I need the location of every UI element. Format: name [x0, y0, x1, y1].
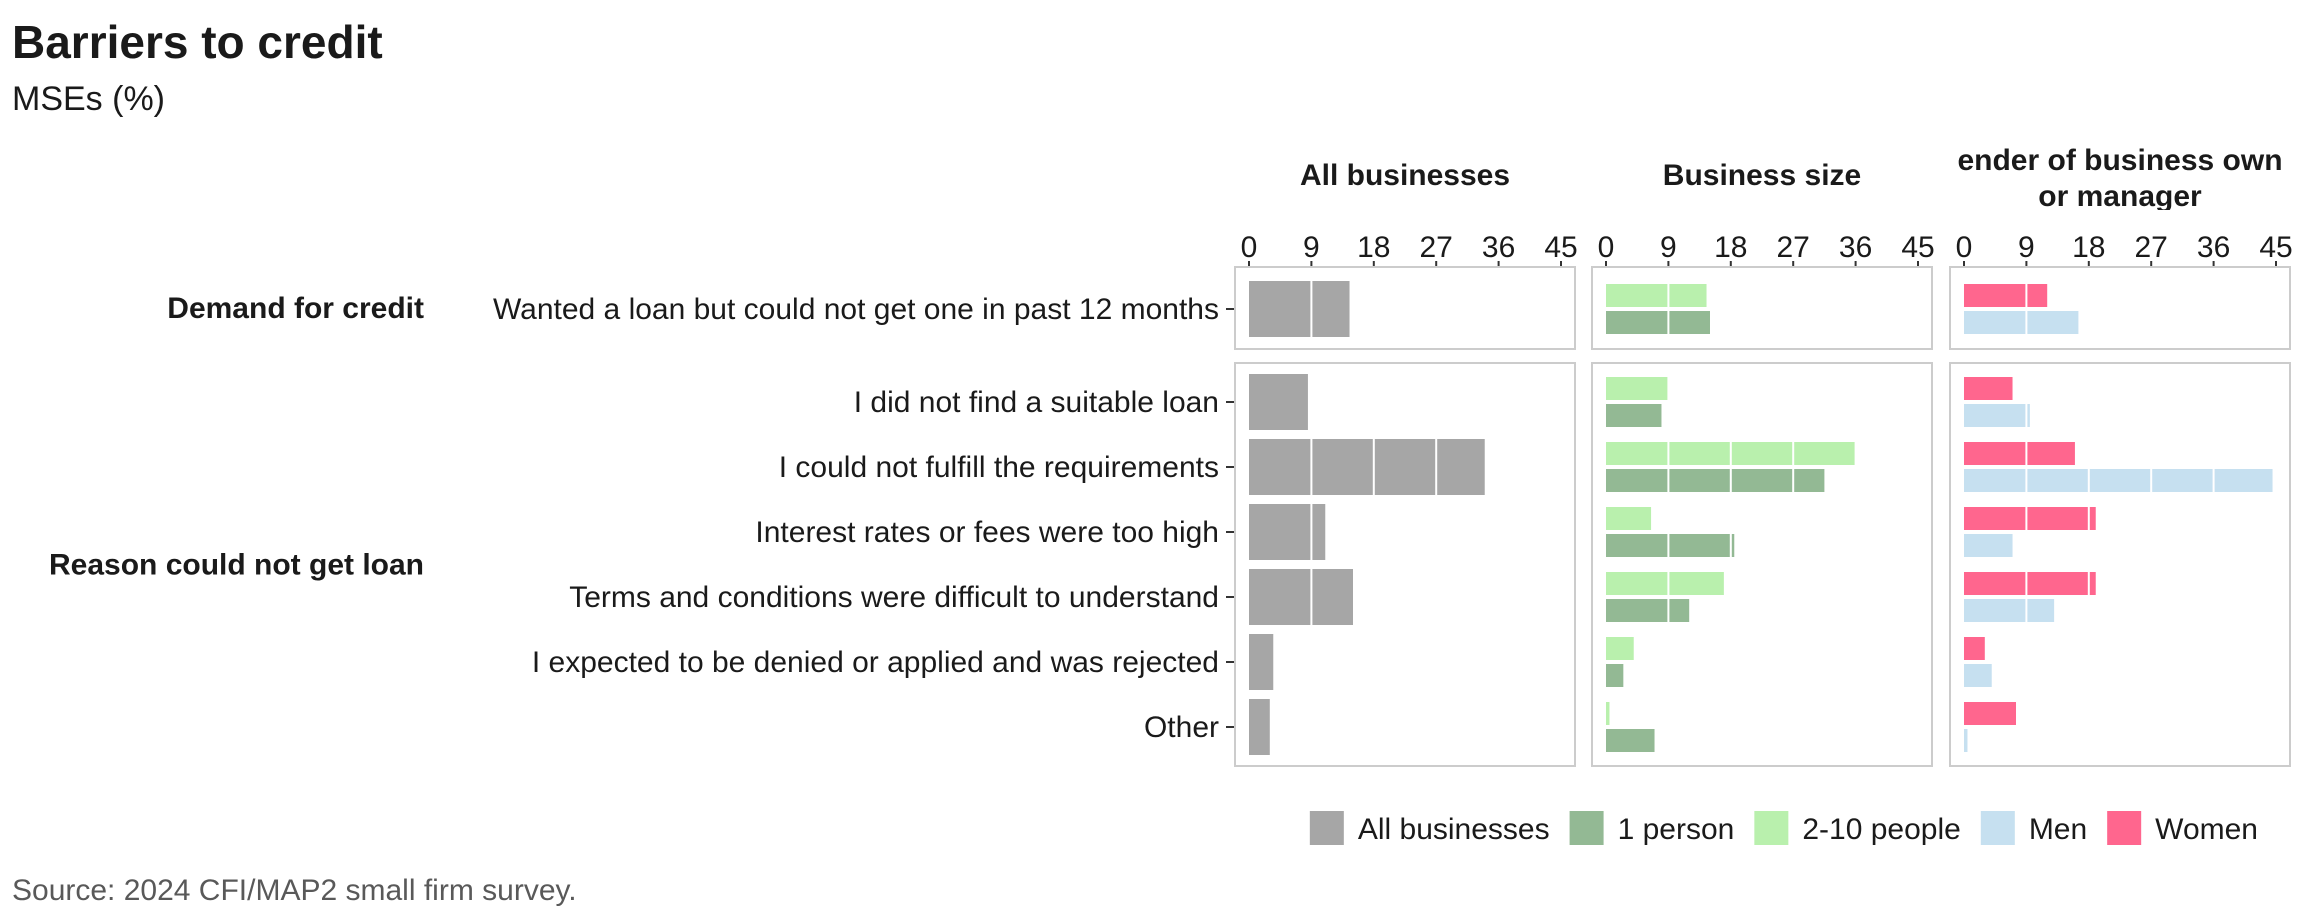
facet-title-2: Business size	[1663, 159, 1861, 192]
x-tick-label: 45	[1544, 231, 1577, 264]
bar-men	[1964, 729, 1968, 752]
bar-women	[1964, 442, 2075, 465]
x-tick-label: 18	[1357, 231, 1390, 264]
bar-men	[1964, 469, 2273, 492]
bar-men	[1964, 534, 2013, 557]
legend-label: Women	[2155, 813, 2258, 846]
bar-1-person	[1606, 534, 1735, 557]
x-tick-label: 45	[2259, 231, 2292, 264]
bar-1-person	[1606, 311, 1710, 334]
bar-women	[1964, 572, 2096, 595]
panel-border	[1949, 362, 2291, 767]
legend-swatch	[2107, 811, 2142, 845]
x-tick-label: 27	[1420, 231, 1453, 264]
x-tick-label: 9	[1660, 231, 1677, 264]
facet-title-3: ender of business own or manager	[1957, 144, 2282, 213]
facet-title-1: All businesses	[1300, 159, 1510, 192]
category-label: Wanted a loan but could not get one in p…	[493, 293, 1219, 326]
x-tick-label: 45	[1901, 231, 1934, 264]
category-label: I could not fulfill the requirements	[779, 451, 1219, 484]
bar-2-10-people	[1606, 637, 1634, 660]
bar-2-10-people	[1606, 377, 1669, 400]
legend-swatch	[1569, 811, 1604, 845]
legend: All businesses 1 person 2-10 people Men Wome…	[1309, 811, 2258, 846]
chart-subtitle: MSEs (%)	[12, 80, 165, 118]
x-tick-label: 9	[2018, 231, 2035, 264]
group-label: Reason could not get loan	[49, 549, 424, 582]
panel-border	[1591, 362, 1933, 767]
legend-label: All businesses	[1358, 813, 1550, 846]
category-label: Terms and conditions were difficult to u…	[569, 581, 1219, 614]
bar-all-businesses	[1249, 634, 1274, 690]
legend-label: 1 person	[1618, 813, 1735, 846]
chart-title: Barriers to credit	[12, 16, 383, 68]
category-label: I expected to be denied or applied and w…	[532, 646, 1219, 679]
bar-men	[1964, 404, 2030, 427]
x-tick-label: 36	[2197, 231, 2230, 264]
bar-all-businesses	[1249, 281, 1350, 337]
x-tick-label: 18	[2072, 231, 2105, 264]
bar-all-businesses	[1249, 439, 1485, 495]
bar-all-businesses	[1249, 569, 1353, 625]
x-tick-label: 36	[1839, 231, 1872, 264]
bar-men	[1964, 664, 1992, 687]
x-tick-label: 9	[1303, 231, 1320, 264]
bar-1-person	[1606, 469, 1825, 492]
x-tick-label: 0	[1956, 231, 1973, 264]
category-label: I did not find a suitable loan	[854, 386, 1219, 419]
category-label: Interest rates or fees were too high	[755, 516, 1219, 549]
x-tick-label: 0	[1598, 231, 1615, 264]
bar-men	[1964, 599, 2055, 622]
bar-all-businesses	[1249, 374, 1308, 430]
bar-1-person	[1606, 664, 1624, 687]
plot-area: All businesses Business size ender of busi…	[49, 144, 2293, 767]
panel-border	[1591, 266, 1933, 350]
legend-label: Men	[2029, 813, 2087, 846]
group-label: Demand for credit	[167, 292, 424, 325]
bar-1-person	[1606, 599, 1690, 622]
x-tick-label: 27	[1777, 231, 1810, 264]
bar-2-10-people	[1606, 284, 1707, 307]
bar-men	[1964, 311, 2079, 334]
chart-source: Source: 2024 CFI/MAP2 small firm survey.	[12, 874, 577, 907]
x-tick-label: 0	[1241, 231, 1258, 264]
legend-swatch	[1309, 811, 1344, 845]
category-label: Other	[1144, 711, 1219, 744]
panel-border	[1949, 266, 2291, 350]
legend-swatch	[1754, 811, 1789, 845]
panel-border	[1234, 362, 1576, 767]
bar-women	[1964, 284, 2048, 307]
x-tick-label: 27	[2135, 231, 2168, 264]
x-tick-label: 36	[1482, 231, 1515, 264]
bar-women	[1964, 377, 2013, 400]
bar-2-10-people	[1606, 572, 1724, 595]
panel-border	[1234, 266, 1576, 350]
x-tick-label: 18	[1714, 231, 1747, 264]
bar-all-businesses	[1249, 699, 1270, 755]
bar-2-10-people	[1606, 507, 1652, 530]
legend-label: 2-10 people	[1802, 813, 1960, 846]
bar-women	[1964, 637, 1985, 660]
bar-2-10-people	[1606, 702, 1610, 725]
bar-women	[1964, 507, 2096, 530]
bar-women	[1964, 702, 2016, 725]
bar-1-person	[1606, 404, 1662, 427]
legend-swatch	[1980, 811, 2015, 845]
bar-all-businesses	[1249, 504, 1326, 560]
bar-1-person	[1606, 729, 1655, 752]
